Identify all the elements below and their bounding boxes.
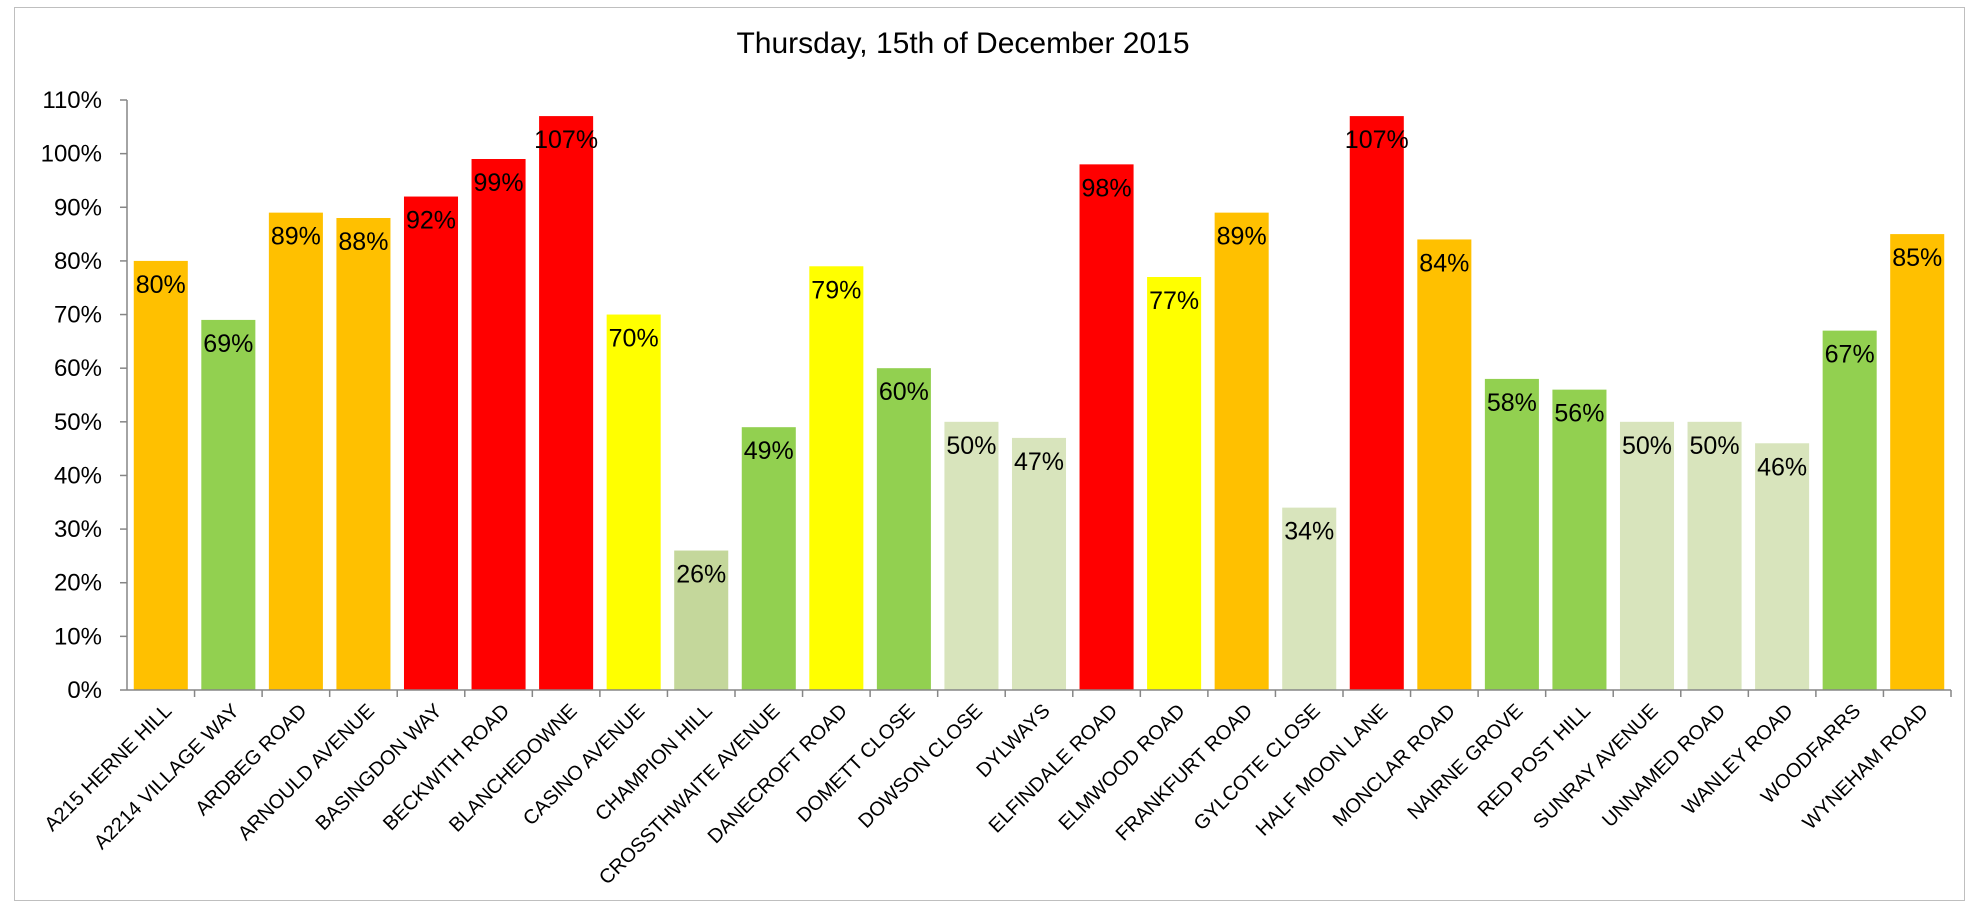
bar: [876, 368, 931, 690]
data-label: 107%: [1345, 126, 1409, 154]
category-label: CASINO AVENUE: [519, 700, 649, 830]
bar: [809, 266, 864, 690]
data-label: 92%: [406, 207, 456, 235]
bar: [1755, 443, 1810, 690]
bar: [1552, 389, 1607, 690]
category-label: BECKWITH ROAD: [379, 700, 514, 835]
y-tick-label: 110%: [42, 87, 102, 114]
data-label: 50%: [1622, 432, 1672, 460]
data-label: 89%: [1217, 223, 1267, 251]
bar: [471, 159, 526, 690]
bar: [539, 116, 594, 690]
category-label: UNNAMED ROAD: [1598, 700, 1730, 832]
category-label: CHAMPION HILL: [591, 700, 717, 826]
category-label: WYNEHAM ROAD: [1799, 700, 1933, 834]
category-label: NAIRNE GROVE: [1403, 700, 1527, 824]
bar: [741, 427, 796, 690]
bar: [1687, 421, 1742, 690]
data-label: 79%: [811, 276, 861, 304]
y-axis: 0% 10% 20% 30% 40% 50% 60% 70% 80% 90% 100% 110%: [41, 87, 128, 704]
category-label: GYLCOTE CLOSE: [1190, 700, 1325, 835]
category-label: HALF MOON LANE: [1252, 700, 1393, 841]
y-tick-label: 90%: [54, 194, 102, 221]
bar: [944, 421, 999, 690]
bar: [1484, 378, 1539, 690]
category-label: A215 HERNE HILL: [40, 700, 176, 836]
category-label: SUNRAY AVENUE: [1529, 700, 1662, 833]
y-tick-label: 70%: [54, 302, 102, 329]
data-label: 34%: [1284, 518, 1334, 546]
data-label: 50%: [1690, 432, 1740, 460]
data-label: 80%: [136, 271, 186, 299]
y-tick-label: 50%: [54, 409, 102, 436]
bar: [606, 314, 661, 690]
y-tick-label: 0%: [67, 677, 102, 704]
data-label: 70%: [609, 325, 659, 353]
data-label: 56%: [1554, 400, 1604, 428]
data-label: 67%: [1825, 341, 1875, 369]
bar: [1214, 212, 1269, 691]
data-label: 69%: [203, 330, 253, 358]
bar: [336, 218, 391, 690]
bar: [1282, 507, 1337, 690]
y-tick-label: 20%: [54, 570, 102, 597]
bar: [1147, 277, 1202, 690]
category-label: MONCLAR ROAD: [1329, 700, 1460, 831]
data-label: 88%: [338, 228, 388, 256]
bar: [674, 550, 729, 690]
bar: [133, 260, 188, 690]
category-label: DOMETT CLOSE: [793, 700, 920, 827]
y-tick-label: 40%: [54, 462, 102, 489]
data-label: 77%: [1149, 287, 1199, 315]
y-tick-label: 100%: [41, 141, 102, 168]
y-tick-label: 30%: [54, 516, 102, 543]
category-label: BLANCHEDOWNE: [445, 700, 582, 837]
data-label: 58%: [1487, 389, 1537, 417]
data-label: 60%: [879, 378, 929, 406]
bar: [1079, 164, 1134, 690]
data-label: 46%: [1757, 453, 1807, 481]
bar: [1619, 421, 1675, 690]
data-label: 84%: [1419, 249, 1469, 277]
category-label: ELMWOOD ROAD: [1055, 700, 1190, 835]
y-tick-label: 60%: [54, 355, 102, 382]
bar: [1011, 437, 1067, 690]
bar: [403, 196, 459, 690]
y-tick-label: 80%: [54, 248, 102, 275]
category-label: BASINGDON WAY: [312, 700, 447, 835]
data-label: 49%: [744, 437, 794, 465]
data-label: 89%: [271, 223, 321, 251]
bar: [201, 319, 256, 690]
bar: [1890, 234, 1945, 690]
category-label: ELFINDALE ROAD: [985, 700, 1122, 837]
data-label: 107%: [534, 126, 598, 154]
bar: [1822, 330, 1877, 690]
y-tick-label: 10%: [54, 623, 102, 650]
bar: [268, 212, 323, 691]
data-label: 26%: [676, 561, 726, 589]
bar: [1349, 116, 1404, 690]
category-label: RED POST HILL: [1474, 700, 1595, 821]
data-label: 50%: [946, 432, 996, 460]
data-label: 47%: [1014, 448, 1064, 476]
data-label: 98%: [1082, 174, 1132, 202]
chart-title: Thursday, 15th of December 2015: [736, 27, 1189, 60]
data-label: 85%: [1892, 244, 1942, 272]
bar: [1417, 239, 1472, 691]
data-label: 99%: [474, 169, 524, 197]
category-label: DOWSON CLOSE: [854, 700, 987, 833]
bars-group: 80% 69% 89% 88% 92% 99% 107% 70% 26% 49% 79% 60% 50%…: [133, 116, 1945, 691]
